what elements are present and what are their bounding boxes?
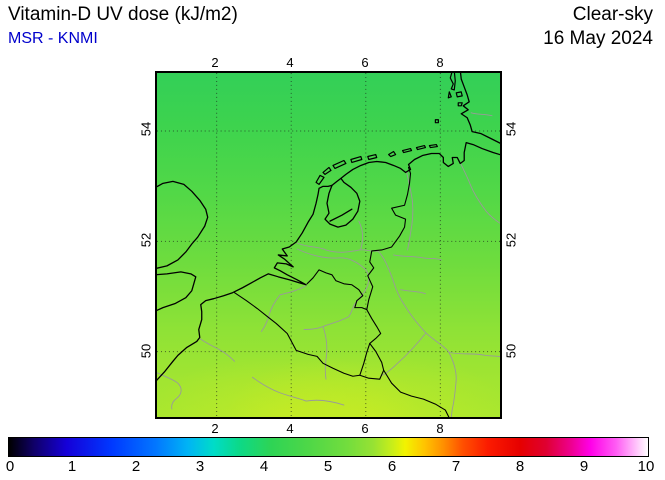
lon-tick-top: 2 xyxy=(211,55,219,70)
lat-tick-right: 50 xyxy=(503,343,519,359)
colorbar-tick-label: 5 xyxy=(323,458,333,475)
sky-condition-label: Clear-sky xyxy=(572,4,653,25)
river-meuse-fr xyxy=(322,326,328,380)
island-wangerooge xyxy=(428,143,438,149)
lon-tick-top: 4 xyxy=(286,55,294,70)
lon-tick-bottom: 2 xyxy=(211,421,219,436)
colorbar-tick-label: 7 xyxy=(451,458,461,475)
island-terschelling xyxy=(332,159,347,170)
lat-tick-right: 52 xyxy=(503,232,519,248)
river-weser xyxy=(459,162,500,224)
island-norderney xyxy=(401,147,413,154)
colorbar-tick-label: 6 xyxy=(387,458,397,475)
rivers xyxy=(157,112,500,417)
island-sylt xyxy=(449,73,456,91)
river-moselle xyxy=(382,333,426,376)
colorbar-tick-label: 8 xyxy=(515,458,525,475)
river-somme xyxy=(199,338,235,362)
river-ems xyxy=(406,170,414,251)
colorbar-tick-label: 2 xyxy=(131,458,141,475)
colorbar-tick-label: 9 xyxy=(579,458,589,475)
coastlines xyxy=(157,73,500,381)
island-ameland xyxy=(350,155,363,164)
coastline-elbe-north xyxy=(459,73,500,144)
island-texel xyxy=(315,174,325,185)
date-label: 16 May 2024 xyxy=(543,28,653,49)
border-luxembourg xyxy=(359,342,385,380)
colorbar-tick-label: 4 xyxy=(259,458,269,475)
border-fr-be xyxy=(234,292,361,377)
island-helgoland xyxy=(434,119,439,124)
map-frame xyxy=(155,71,502,419)
river-lippe xyxy=(393,254,442,261)
colorbar xyxy=(8,437,649,457)
border-be-de xyxy=(354,307,382,344)
river-oise xyxy=(251,376,345,406)
coastline-continent xyxy=(157,141,500,381)
island-schiermonnikoog xyxy=(367,153,378,161)
dike-houtribdijk xyxy=(329,208,353,222)
border-be-nl xyxy=(306,269,364,309)
island-borkum xyxy=(388,150,397,158)
lon-tick-bottom: 6 xyxy=(361,421,369,436)
island-langeoog xyxy=(415,144,427,151)
border-fr-de xyxy=(383,369,450,417)
lat-tick-right: 54 xyxy=(503,121,519,137)
lat-tick-left: 50 xyxy=(138,343,154,359)
colorbar-tick-label: 1 xyxy=(67,458,77,475)
river-scheldt xyxy=(260,285,307,332)
graticule xyxy=(157,73,500,417)
lat-tick-left: 52 xyxy=(138,232,154,248)
coastline-ijsselmeer xyxy=(324,177,361,228)
colorbar-tick-label: 3 xyxy=(195,458,205,475)
island-amrum xyxy=(447,91,452,99)
colorbar-tick-label: 10 xyxy=(637,458,655,475)
island-fohr xyxy=(455,91,463,98)
coastline-england-north xyxy=(157,180,209,269)
river-eider xyxy=(470,112,493,117)
map-overlay-svg xyxy=(157,73,500,417)
river-rhine xyxy=(296,242,457,417)
page-title: Vitamin-D UV dose (kJ/m2) xyxy=(8,4,238,25)
lon-tick-bottom: 4 xyxy=(286,421,294,436)
island-pellworm xyxy=(457,102,463,107)
river-ruhr xyxy=(400,289,426,295)
lat-tick-left: 54 xyxy=(138,121,154,137)
islands xyxy=(315,73,463,185)
lon-tick-top: 6 xyxy=(361,55,369,70)
coastline-england-kent xyxy=(157,271,197,311)
lon-tick-top: 8 xyxy=(436,55,444,70)
country-borders xyxy=(234,166,450,417)
colorbar-tick-label: 0 xyxy=(5,458,15,475)
island-vlieland xyxy=(322,166,332,176)
river-seine xyxy=(157,372,182,410)
lon-tick-bottom: 8 xyxy=(436,421,444,436)
river-main xyxy=(448,351,500,358)
river-ijssel xyxy=(358,220,363,250)
border-nl-de xyxy=(366,166,412,311)
map-source: MSR - KNMI xyxy=(8,30,98,47)
map-field xyxy=(157,73,500,417)
